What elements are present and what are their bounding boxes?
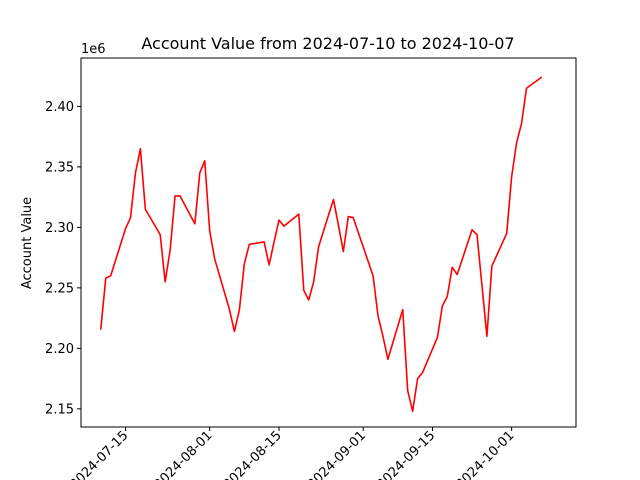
y-tick-label: 2.30 — [45, 221, 74, 236]
chart-title: Account Value from 2024-07-10 to 2024-10… — [141, 34, 514, 53]
y-tick-label: 2.25 — [45, 281, 74, 296]
y-offset-label: 1e6 — [81, 42, 106, 57]
y-tick-label: 2.20 — [45, 342, 74, 357]
y-tick-label: 2.40 — [45, 100, 74, 115]
y-tick-label: 2.15 — [45, 402, 74, 417]
y-tick-label: 2.35 — [45, 160, 74, 175]
series-line-0 — [100, 76, 543, 413]
y-axis-label: Account Value — [20, 197, 35, 289]
axes-frame — [80, 57, 577, 428]
